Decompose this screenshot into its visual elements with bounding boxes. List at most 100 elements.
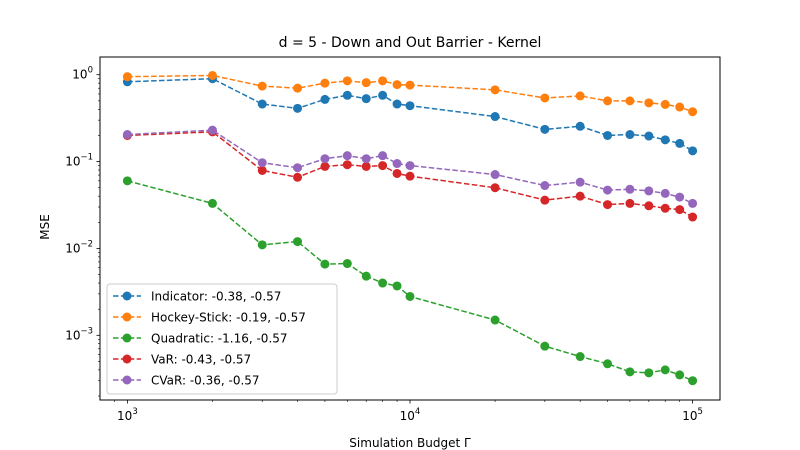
plot-frame <box>99 56 721 401</box>
data-point <box>207 198 217 208</box>
data-point <box>575 352 585 362</box>
data-point <box>392 80 402 90</box>
data-point <box>378 151 388 161</box>
data-point <box>378 161 388 171</box>
data-point <box>603 359 613 369</box>
legend-label: Hockey-Stick: -0.19, -0.57 <box>151 311 306 325</box>
data-point <box>644 131 654 141</box>
series-layer <box>122 70 698 386</box>
data-point <box>405 291 415 301</box>
data-point <box>644 98 654 108</box>
x-tick-label: 105 <box>682 407 703 423</box>
data-point <box>342 151 352 161</box>
axis-ticks: 103 104 105 10−3 10−2 10−1 100 <box>65 66 703 423</box>
series-3 <box>122 127 698 222</box>
y-axis-label: MSE <box>38 214 52 240</box>
legend-marker <box>122 312 132 322</box>
data-point <box>675 205 685 215</box>
y-tick-label: 10−2 <box>65 239 93 255</box>
data-point <box>293 163 303 173</box>
legend-label: CVaR: -0.36, -0.57 <box>151 374 260 388</box>
data-point <box>378 278 388 288</box>
y-tick-label: 10−1 <box>65 153 93 169</box>
data-point <box>405 171 415 181</box>
data-point <box>490 112 500 122</box>
data-point <box>257 165 267 175</box>
data-point <box>361 271 371 281</box>
data-point <box>644 186 654 196</box>
data-point <box>257 240 267 250</box>
data-point <box>342 160 352 170</box>
data-point <box>625 198 635 208</box>
series-2 <box>122 176 698 386</box>
data-point <box>257 81 267 91</box>
data-point <box>688 146 698 156</box>
data-point <box>361 161 371 171</box>
legend-marker <box>122 291 132 301</box>
data-point <box>405 80 415 90</box>
data-point <box>625 367 635 377</box>
data-point <box>378 76 388 86</box>
data-point <box>688 198 698 208</box>
data-point <box>361 94 371 104</box>
data-point <box>603 185 613 195</box>
data-point <box>257 99 267 109</box>
data-point <box>392 99 402 109</box>
data-point <box>293 237 303 247</box>
data-point <box>603 200 613 210</box>
data-point <box>688 212 698 222</box>
data-point <box>320 259 330 269</box>
legend-box <box>106 283 338 395</box>
data-point <box>293 103 303 113</box>
data-point <box>540 341 550 351</box>
series-4 <box>122 125 698 208</box>
data-point <box>540 181 550 191</box>
data-point <box>342 76 352 86</box>
data-point <box>392 281 402 291</box>
legend-marker <box>122 333 132 343</box>
data-point <box>625 96 635 106</box>
data-point <box>490 85 500 95</box>
data-point <box>405 101 415 111</box>
data-point <box>675 370 685 380</box>
legend: Indicator: -0.38, -0.57 Hockey-Stick: -0.… <box>106 283 338 395</box>
data-point <box>207 70 217 80</box>
data-point <box>660 188 670 198</box>
x-tick-label: 103 <box>117 407 138 423</box>
x-axis-label: Simulation Budget Γ <box>349 436 471 450</box>
data-point <box>675 192 685 202</box>
data-point <box>540 195 550 205</box>
legend-label: Quadratic: -1.16, -0.57 <box>151 332 288 346</box>
data-point <box>293 83 303 93</box>
data-point <box>320 78 330 88</box>
series-1 <box>122 70 698 117</box>
y-tick-label: 10−3 <box>65 326 93 342</box>
data-point <box>320 94 330 104</box>
data-point <box>603 130 613 140</box>
data-point <box>575 91 585 101</box>
data-point <box>688 376 698 386</box>
data-point <box>575 191 585 201</box>
data-point <box>490 170 500 180</box>
data-point <box>320 161 330 171</box>
data-point <box>625 130 635 140</box>
data-point <box>688 107 698 117</box>
data-point <box>342 259 352 269</box>
data-point <box>342 90 352 100</box>
data-point <box>660 365 670 375</box>
data-point <box>122 72 132 82</box>
data-point <box>660 99 670 109</box>
data-point <box>675 102 685 112</box>
legend-marker <box>122 354 132 364</box>
legend-label: Indicator: -0.38, -0.57 <box>151 290 281 304</box>
data-point <box>540 124 550 134</box>
data-point <box>122 176 132 186</box>
data-point <box>122 130 132 140</box>
y-tick-label: 100 <box>72 66 93 82</box>
data-point <box>378 90 388 100</box>
data-point <box>361 154 371 164</box>
data-point <box>540 93 550 103</box>
data-point <box>660 135 670 145</box>
data-point <box>575 177 585 187</box>
